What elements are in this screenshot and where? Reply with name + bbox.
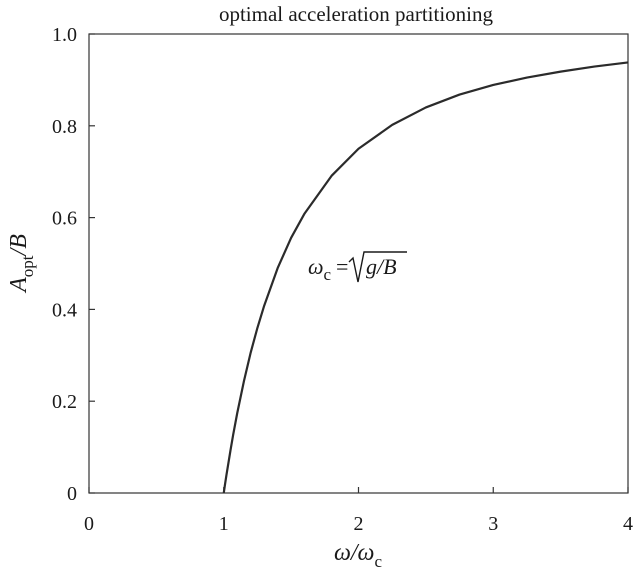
annotation-omega: ωc (308, 254, 332, 284)
plot-lines (222, 61, 629, 494)
y-tick-label: 1.0 (52, 24, 77, 46)
y-axis-label-main: A (6, 277, 32, 294)
chart-title: optimal acceleration partitioning (219, 2, 494, 26)
annotation-equals: = (336, 254, 348, 279)
x-tick-label: 4 (623, 513, 633, 535)
plot-frame (88, 33, 629, 494)
annotation-omega-symbol: ω (308, 254, 324, 279)
omega-c-annotation: ωc = g/B (308, 251, 407, 284)
y-tick-label: 0.6 (52, 208, 77, 230)
x-axis-label-subscript: c (375, 552, 383, 571)
y-axis-ticks: 0 0.2 0.4 0.6 0.8 1.0 (52, 24, 95, 505)
y-tick-label: 0.2 (52, 391, 77, 413)
x-axis-label-main: ω/ω (334, 540, 375, 566)
x-axis-label: ω/ωc (334, 540, 383, 571)
x-tick-label: 2 (354, 513, 364, 535)
y-axis-label-tail: /B (6, 234, 32, 258)
y-axis-label: Aopt/B (6, 234, 37, 294)
annotation-radicand: g/B (366, 254, 397, 279)
x-axis-ticks: 0 1 2 3 4 (84, 487, 633, 535)
x-tick-label: 0 (84, 513, 94, 535)
y-axis-label-subscript: opt (18, 255, 37, 277)
series-line (222, 61, 629, 494)
y-tick-label: 0.4 (52, 299, 77, 321)
annotation-subscript: c (324, 265, 332, 284)
x-tick-label: 3 (488, 513, 498, 535)
y-tick-label: 0.8 (52, 116, 77, 138)
x-tick-label: 1 (219, 513, 229, 535)
y-tick-label: 0 (67, 483, 77, 505)
sqrt-sign (348, 251, 407, 283)
